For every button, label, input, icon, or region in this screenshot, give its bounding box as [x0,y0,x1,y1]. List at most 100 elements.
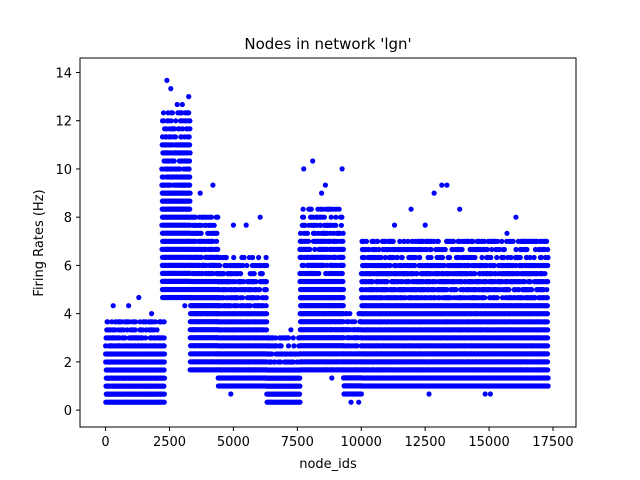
data-point [231,254,237,261]
data-point [143,335,149,341]
data-point [161,375,168,381]
data-point [278,359,284,365]
data-point [124,327,130,333]
data-point [316,270,322,277]
data-point [161,391,167,397]
data-point [451,238,457,244]
data-point [161,399,167,405]
data-point [285,343,292,349]
data-point [247,303,254,309]
data-point [198,254,204,260]
data-point [187,198,193,204]
data-point [241,279,247,285]
data-point [333,222,339,228]
data-point [290,359,296,365]
data-point [173,118,179,124]
data-point [161,335,167,341]
data-point [171,158,177,164]
data-point [211,222,217,228]
data-point [453,287,459,293]
data-point [161,383,167,389]
data-point [238,271,244,277]
data-point [439,254,446,261]
data-point [187,182,193,188]
data-point [187,190,193,196]
data-point [186,166,192,172]
data-point [340,286,347,293]
data-point [328,214,334,220]
data-point [256,254,262,261]
data-point [290,335,296,341]
data-point [340,262,346,268]
data-point [264,262,270,269]
data-point [180,126,186,132]
data-point [447,254,453,261]
data-point [241,254,247,261]
chart-title: Nodes in network 'lgn' [244,35,411,53]
data-point [215,214,221,220]
data-point [132,327,138,333]
data-point [152,319,158,325]
data-point [263,287,269,293]
data-point [264,311,270,317]
data-point [187,118,193,124]
data-point [297,399,303,405]
data-point [442,246,448,253]
data-point [317,222,324,228]
data-point [301,214,307,220]
data-point [263,327,270,333]
data-point [321,214,327,220]
data-point [253,279,259,285]
data-point [384,279,390,285]
data-point [339,270,345,277]
data-point [240,295,246,301]
data-point [272,359,278,365]
data-point [428,246,434,253]
data-point [296,391,303,397]
data-point [376,246,382,253]
data-point [217,262,223,269]
data-point [390,238,396,244]
data-point [192,214,198,220]
data-point [259,271,265,277]
data-point [340,303,346,309]
data-point [361,254,367,261]
data-point [339,214,345,220]
data-point [263,295,269,301]
data-point [312,246,318,252]
data-point [399,254,405,261]
data-point [338,222,344,228]
data-point [264,319,270,325]
data-point [198,230,204,236]
data-point [370,279,376,285]
data-point [177,166,183,172]
data-point [160,110,167,116]
data-point [263,254,269,261]
data-point [154,327,160,333]
data-point [255,295,261,301]
data-point [240,262,246,269]
data-point [223,254,229,261]
data-point [435,238,441,244]
data-point [122,335,128,341]
data-point [105,319,111,325]
data-point [340,254,346,260]
data-point [428,254,434,261]
data-point [333,214,339,220]
data-point [300,206,306,212]
data-point [214,238,220,244]
data-point [305,238,312,244]
data-point [358,391,364,397]
data-point [186,110,192,116]
data-point [263,279,269,285]
data-point [340,295,346,301]
data-point [278,343,284,349]
data-point [215,246,221,252]
data-point [301,262,307,268]
data-point [336,206,342,212]
data-point [363,238,370,244]
data-point [169,110,175,116]
data-point [112,327,118,333]
data-point [208,214,215,220]
